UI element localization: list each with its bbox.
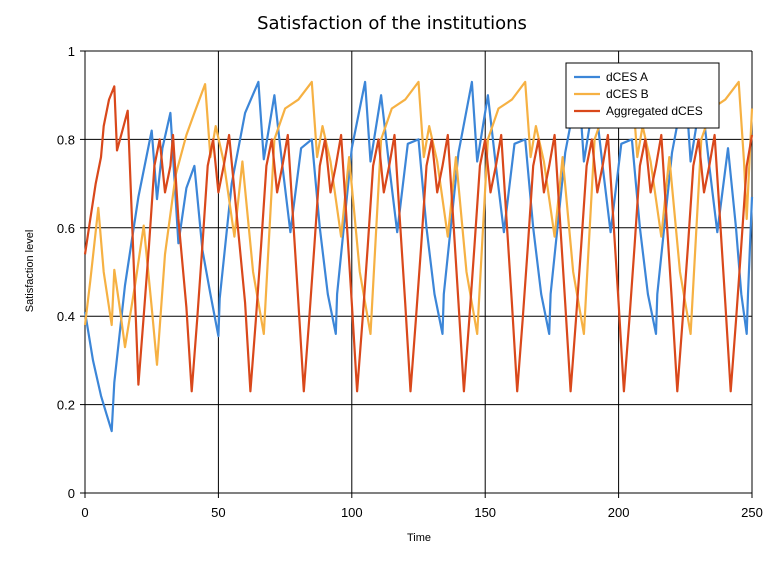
chart-title: Satisfaction of the institutions [257,13,527,34]
series-line-dces-a [83,80,754,433]
legend-label-dces-b: dCES B [606,87,649,101]
x-tick-label: 200 [608,505,630,520]
axes: 0 0.2 0.4 0.6 0.8 1 0 50 100 150 200 250 [57,44,763,520]
x-tick-label: 50 [211,505,225,520]
y-tick-label: 0.2 [57,398,75,413]
y-tick-label: 1 [68,44,75,59]
x-tick-label: 150 [474,505,496,520]
x-tick-label: 250 [741,505,763,520]
legend-box [565,62,720,129]
x-tick-label: 100 [341,505,363,520]
y-tick-label: 0.8 [57,132,75,147]
y-tick-label: 0.4 [57,309,75,324]
x-tick-label: 0 [81,505,88,520]
legend-label-aggregated-dces: Aggregated dCES [606,104,703,118]
y-axis-label: Satisfaction level [24,230,36,313]
series-line-aggregated-dces [83,85,754,393]
x-axis-label: Time [407,532,431,544]
legend-label-dces-a: dCES A [606,70,648,84]
y-tick-label: 0 [68,486,75,501]
series-lines [83,80,754,433]
series-line-dces-b [83,80,754,366]
legend: dCES A dCES B Aggregated dCES [565,62,720,129]
y-tick-label: 0.6 [57,221,75,236]
